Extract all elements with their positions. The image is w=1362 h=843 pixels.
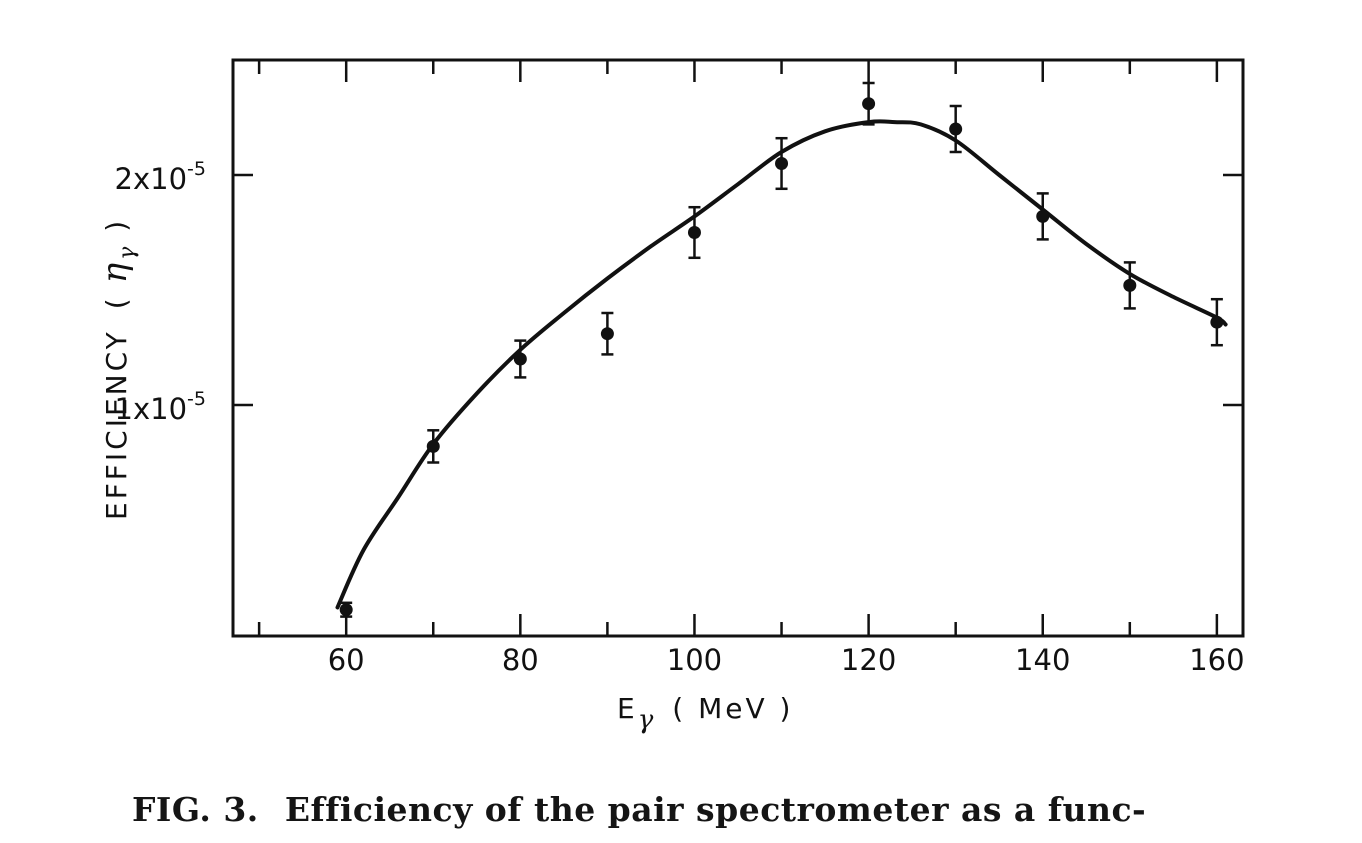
plot-frame [231,58,1245,638]
data-point-marker [1036,209,1050,223]
x-tick-label: 120 [841,643,896,677]
data-point [513,339,527,379]
data-point [1123,261,1137,310]
fit-curve [335,119,1228,610]
data-point [1036,192,1050,241]
y-axis-title: EFFICIENCY(ηγ) [95,218,140,520]
axis-ticks [233,60,1243,636]
y-tick-label: 2x10-5 [115,158,206,196]
data-point [1210,297,1224,347]
data-point [339,601,353,618]
data-point-marker [513,352,527,366]
data-point [775,136,789,191]
y-tick-labels: 1x10-5 2x10-5 [115,158,206,426]
data-point [862,81,876,126]
plot-area [231,58,1245,638]
x-tick-label: 100 [667,643,722,677]
data-point-marker [1210,315,1224,329]
data-point [600,311,614,356]
x-tick-label: 60 [328,643,365,677]
data-point-marker [687,226,701,239]
data-point-marker [1123,278,1137,292]
fit-curve-line [335,119,1228,610]
data-point-marker [426,439,440,453]
data-point-marker [600,327,614,341]
figure-caption: FIG. 3. Efficiency of the pair spectromet… [132,790,1332,829]
data-point-marker [949,122,963,136]
data-points [339,81,1224,618]
data-point [949,104,963,154]
data-point-marker [339,603,353,617]
x-axis-title: Eγ( MeV ) [617,692,793,735]
x-tick-label: 160 [1189,643,1244,677]
data-point [426,429,440,464]
x-tick-label: 80 [502,643,539,677]
data-point [687,205,701,260]
data-point-marker [862,97,876,111]
data-point-marker [775,157,789,170]
y-tick-label: 1x10-5 [115,388,206,426]
x-tick-labels: 60 80 100 120 140 160 [328,643,1245,677]
figure-label: FIG. 3. [132,790,259,829]
x-tick-label: 140 [1015,643,1070,677]
caption-text: Efficiency of the pair spectrometer as a… [284,790,1147,829]
